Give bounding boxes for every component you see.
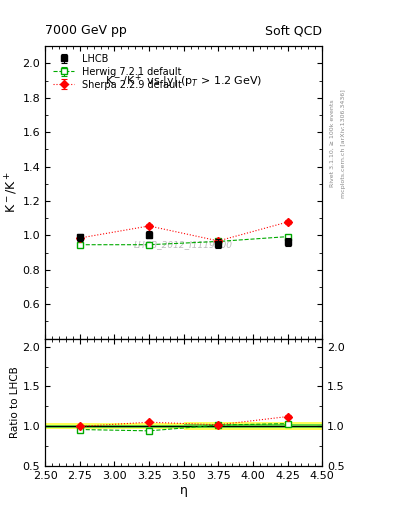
Bar — [45, 425, 114, 428]
Legend: LHCB, Herwig 7.2.1 default, Sherpa 2.2.9 default: LHCB, Herwig 7.2.1 default, Sherpa 2.2.9… — [50, 51, 185, 93]
Y-axis label: Ratio to LHCB: Ratio to LHCB — [10, 367, 20, 438]
X-axis label: η: η — [180, 483, 188, 497]
Bar — [184, 424, 253, 428]
Bar — [114, 423, 184, 429]
Bar — [114, 425, 184, 428]
Text: LHCB_2012_I1119400: LHCB_2012_I1119400 — [134, 241, 233, 249]
Bar — [253, 422, 322, 430]
Bar — [253, 424, 322, 428]
Bar — [184, 422, 253, 430]
Bar — [45, 423, 114, 429]
Text: K$^-$/K$^+$ vs |y| (p$_T$ > 1.2 GeV): K$^-$/K$^+$ vs |y| (p$_T$ > 1.2 GeV) — [105, 72, 263, 90]
Y-axis label: K$^-$/K$^+$: K$^-$/K$^+$ — [4, 172, 20, 214]
Text: mcplots.cern.ch [arXiv:1306.3436]: mcplots.cern.ch [arXiv:1306.3436] — [342, 89, 346, 198]
Text: Rivet 3.1.10, ≥ 100k events: Rivet 3.1.10, ≥ 100k events — [330, 99, 334, 187]
Text: 7000 GeV pp: 7000 GeV pp — [45, 24, 127, 37]
Text: Soft QCD: Soft QCD — [265, 24, 322, 37]
